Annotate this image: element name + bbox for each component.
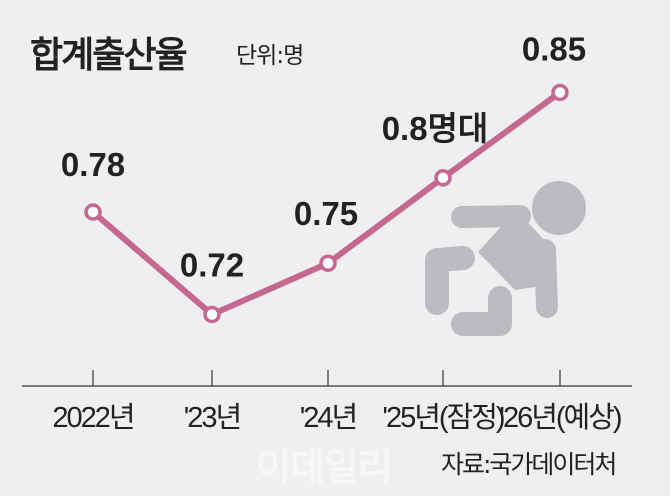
data-label: 0.75 [294,195,358,232]
watermark: 이데일리 [256,445,393,489]
x-tick-label: '25년(잠정) [382,402,503,434]
x-tick-label: 2022년 [52,402,133,434]
data-label: 0.8명대 [382,110,489,147]
data-point [551,83,569,102]
x-tick-label: '24년 [300,402,356,434]
source-label: 자료:국가데이터처 [441,450,617,479]
data-label: 0.72 [180,246,244,283]
baby-crawling-icon [425,181,586,336]
data-point [434,169,452,187]
unit-label: 단위:명 [236,43,304,69]
x-tick-label: '26년(예상) [499,402,620,434]
chart-title: 합계출산율 [30,35,188,76]
data-point [84,203,102,221]
data-label: 0.85 [522,30,586,67]
x-tick-label: '23년 [184,402,240,434]
data-label: 0.78 [61,146,125,183]
data-point [203,305,221,324]
data-point [319,254,337,272]
